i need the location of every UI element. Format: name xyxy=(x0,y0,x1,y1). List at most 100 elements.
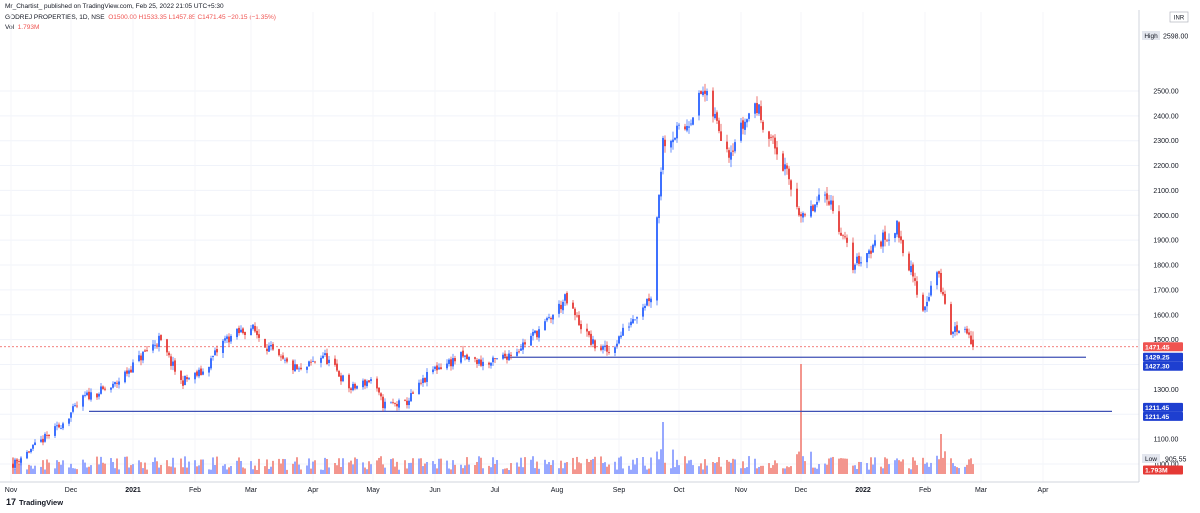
candle xyxy=(702,86,704,97)
candle xyxy=(426,368,428,387)
volume-bar xyxy=(396,461,398,474)
candle xyxy=(648,293,650,307)
candle-body xyxy=(676,125,678,139)
candle-body xyxy=(562,301,564,311)
candle-body xyxy=(618,336,620,344)
candle xyxy=(882,229,884,253)
candle-body xyxy=(420,382,422,384)
candle xyxy=(56,421,58,431)
volume-bar xyxy=(326,458,328,474)
volume-bar xyxy=(840,458,842,474)
candle xyxy=(910,260,912,276)
volume-bar xyxy=(688,460,690,474)
candle-body xyxy=(688,126,690,128)
candle-body xyxy=(678,124,680,126)
candle xyxy=(550,316,552,324)
volume-bar xyxy=(142,468,144,474)
candle xyxy=(452,353,454,370)
volume-bar xyxy=(620,456,622,474)
volume-bar xyxy=(474,465,476,474)
volume-bar xyxy=(496,459,498,474)
candle-body xyxy=(306,366,308,370)
candle-body xyxy=(236,328,238,338)
volume-bar xyxy=(236,460,238,474)
volume-bar xyxy=(256,469,258,474)
candle-body xyxy=(622,327,624,336)
candle xyxy=(768,130,770,147)
volume-bar xyxy=(270,466,272,474)
volume-bar xyxy=(14,468,16,474)
candle xyxy=(524,339,526,348)
candle-body xyxy=(866,253,868,263)
candle-body xyxy=(684,126,686,130)
candle xyxy=(314,360,316,364)
volume-bar xyxy=(770,467,772,474)
y-tick-label: 1500.00 xyxy=(1153,337,1178,344)
volume-bar xyxy=(602,463,604,474)
candle-body xyxy=(244,331,246,335)
candle-body xyxy=(802,213,804,218)
candle xyxy=(714,107,716,120)
candle-body xyxy=(940,272,942,292)
candle xyxy=(840,227,842,236)
candle xyxy=(434,365,436,371)
candle-body xyxy=(824,194,826,196)
candle xyxy=(102,385,104,391)
candle xyxy=(894,232,896,243)
x-tick-label: May xyxy=(366,487,380,494)
volume-bar xyxy=(380,456,382,474)
candle-body xyxy=(846,237,848,243)
volume-bar xyxy=(814,467,816,474)
candle xyxy=(264,338,266,348)
candle xyxy=(810,200,812,218)
volume-bar xyxy=(536,461,538,474)
candle xyxy=(110,387,112,393)
candle-body xyxy=(72,406,74,412)
candle-body xyxy=(376,378,378,389)
candle-body xyxy=(772,136,774,138)
volume-bar xyxy=(222,465,224,474)
volume-bar xyxy=(676,459,678,474)
candle xyxy=(916,276,918,298)
volume-bar xyxy=(282,458,284,474)
candle xyxy=(566,291,568,306)
candle xyxy=(866,252,868,269)
candle-body xyxy=(580,324,582,330)
publisher-line: Mr_Chartist_ published on TradingView.co… xyxy=(5,3,224,10)
candle xyxy=(342,374,344,383)
volume-bar xyxy=(852,465,854,474)
candle xyxy=(412,390,414,394)
candle xyxy=(592,335,594,346)
volume-bar xyxy=(742,461,744,474)
candle-body xyxy=(408,400,410,406)
x-tick-label: Oct xyxy=(674,487,685,494)
candle xyxy=(618,335,620,345)
candle xyxy=(574,307,576,321)
symbol-line: GODREJ PROPERTIES, 1D, NSE O1500.00 H153… xyxy=(5,14,276,21)
candle-body xyxy=(698,92,700,116)
volume-bar xyxy=(230,465,232,474)
candle xyxy=(226,334,228,344)
candle xyxy=(548,313,550,320)
volume-bar xyxy=(844,458,846,474)
candle-body xyxy=(34,442,36,446)
candle xyxy=(424,377,426,384)
candle xyxy=(604,340,606,352)
candle-body xyxy=(964,328,966,330)
volume-bar xyxy=(628,465,630,474)
candle-body xyxy=(594,340,596,349)
candle-body xyxy=(508,353,510,361)
candle-body xyxy=(856,256,858,264)
candle-body xyxy=(818,194,820,201)
candle-body xyxy=(732,150,734,152)
candle xyxy=(940,268,942,294)
candle-body xyxy=(774,137,776,149)
volume-bar xyxy=(342,458,344,474)
candle-body xyxy=(768,131,770,139)
volume-bar xyxy=(368,461,370,474)
volume-bar xyxy=(432,461,434,474)
volume-bar xyxy=(468,464,470,474)
candle-body xyxy=(454,357,456,362)
